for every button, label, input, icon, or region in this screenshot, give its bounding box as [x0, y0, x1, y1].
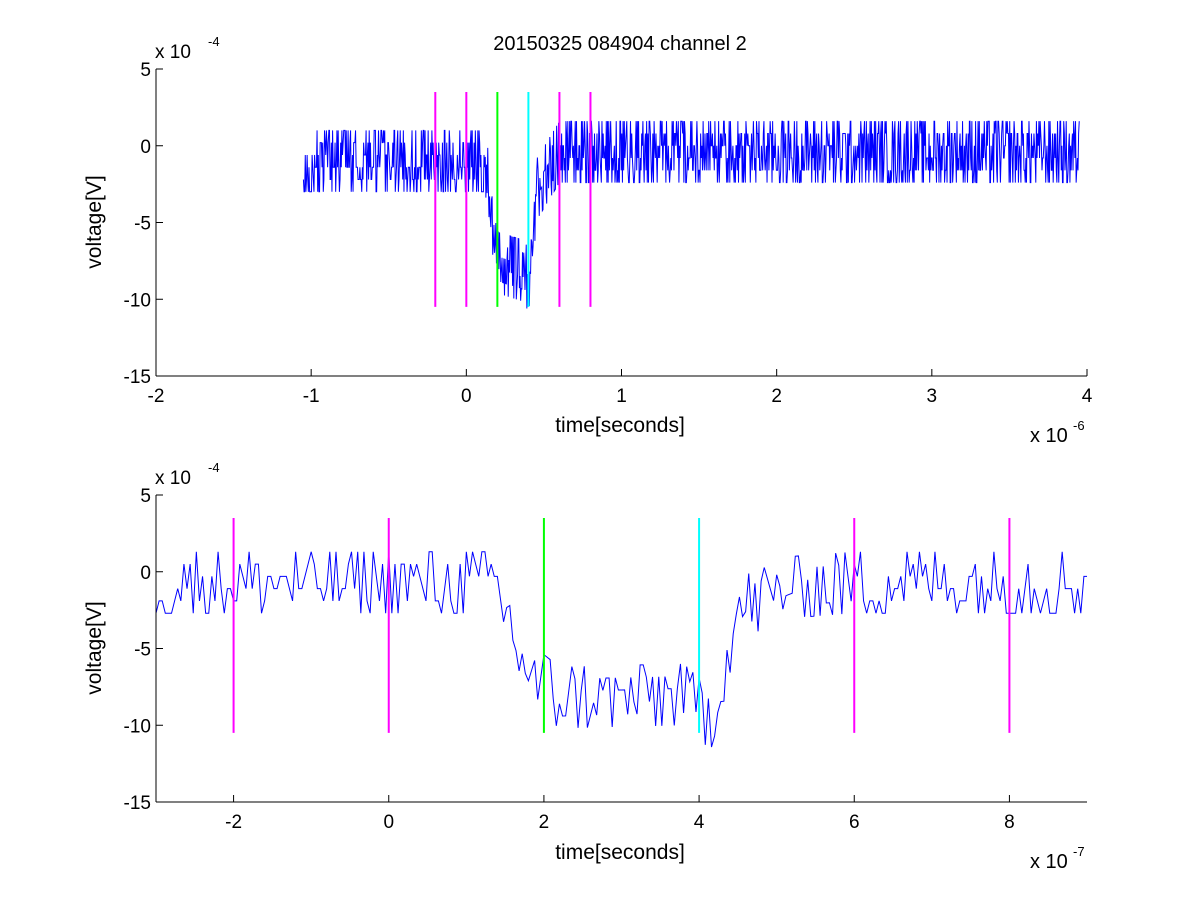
figure-title: 20150325 084904 channel 2 — [493, 33, 747, 55]
bottom-plot-y-tick-label: -10 — [124, 716, 151, 737]
bottom-plot-x-scale-exponent: -7 — [1073, 844, 1085, 859]
bottom-plot-x-tick-label: 4 — [694, 812, 705, 833]
bottom-plot-y-tick-label: -5 — [134, 640, 151, 661]
top-plot-y-tick-label: -15 — [124, 367, 151, 388]
bottom-plot: -2 0 2 4 6 8 -15 -10 -5 0 5 x 10 -4 x 10 -7 time[s… — [83, 460, 1087, 873]
bottom-plot-x-scale-base: x 10 — [1030, 851, 1068, 873]
bottom-plot-y-tick-label: -15 — [124, 793, 151, 814]
top-plot-x-tick-label: 2 — [771, 386, 782, 407]
top-plot: -2 -1 0 1 2 3 4-15-10-505 x 10 -4 x 10 -6 time… — [83, 34, 1093, 447]
bottom-plot-y-axis-label: voltage[V] — [83, 601, 106, 694]
top-plot-x-scale-exponent: -6 — [1073, 418, 1085, 433]
bottom-plot-axes: -2 0 2 4 6 8 -15 -10 -5 0 5 — [124, 486, 1087, 833]
bottom-plot-x-tick-label: 2 — [539, 812, 550, 833]
bottom-plot-x-axis-label: time[seconds] — [555, 841, 685, 864]
top-plot-axes: -2 -1 0 1 2 3 4-15-10-505 — [124, 60, 1093, 407]
top-plot-y-tick-label: 5 — [140, 60, 151, 81]
top-plot-y-axis-label: voltage[V] — [83, 175, 106, 268]
top-plot-x-tick-label: 0 — [461, 386, 472, 407]
top-plot-x-tick-label: -2 — [148, 386, 165, 407]
top-plot-x-axis-label: time[seconds] — [555, 414, 685, 437]
top-plot-y-scale-base: x 10 — [155, 42, 191, 63]
bottom-plot-x-tick-label: 0 — [383, 812, 394, 833]
top-plot-x-scale-base: x 10 — [1030, 425, 1068, 447]
bottom-plot-signal-line — [155, 551, 1087, 748]
bottom-plot-x-tick-label: -2 — [225, 812, 242, 833]
top-plot-y-scale-exponent: -4 — [208, 34, 220, 49]
bottom-plot-y-scale-exponent: -4 — [208, 460, 220, 475]
top-plot-traces — [302, 92, 1080, 309]
bottom-plot-y-scale-base: x 10 — [155, 468, 191, 489]
bottom-plot-x-tick-label: 8 — [1004, 812, 1015, 833]
bottom-plot-traces — [155, 518, 1087, 748]
bottom-plot-y-tick-label: 5 — [140, 486, 151, 507]
top-plot-x-tick-label: 1 — [616, 386, 627, 407]
top-plot-x-tick-label: 3 — [927, 386, 938, 407]
top-plot-y-tick-label: 0 — [140, 137, 151, 158]
top-plot-x-tick-label: 4 — [1082, 386, 1093, 407]
top-plot-y-tick-label: -5 — [134, 214, 151, 235]
bottom-plot-y-tick-label: 0 — [140, 563, 151, 584]
top-plot-signal-line — [302, 120, 1080, 309]
bottom-plot-x-tick-label: 6 — [849, 812, 860, 833]
top-plot-x-tick-label: -1 — [303, 386, 320, 407]
top-plot-y-tick-label: -10 — [124, 290, 151, 311]
